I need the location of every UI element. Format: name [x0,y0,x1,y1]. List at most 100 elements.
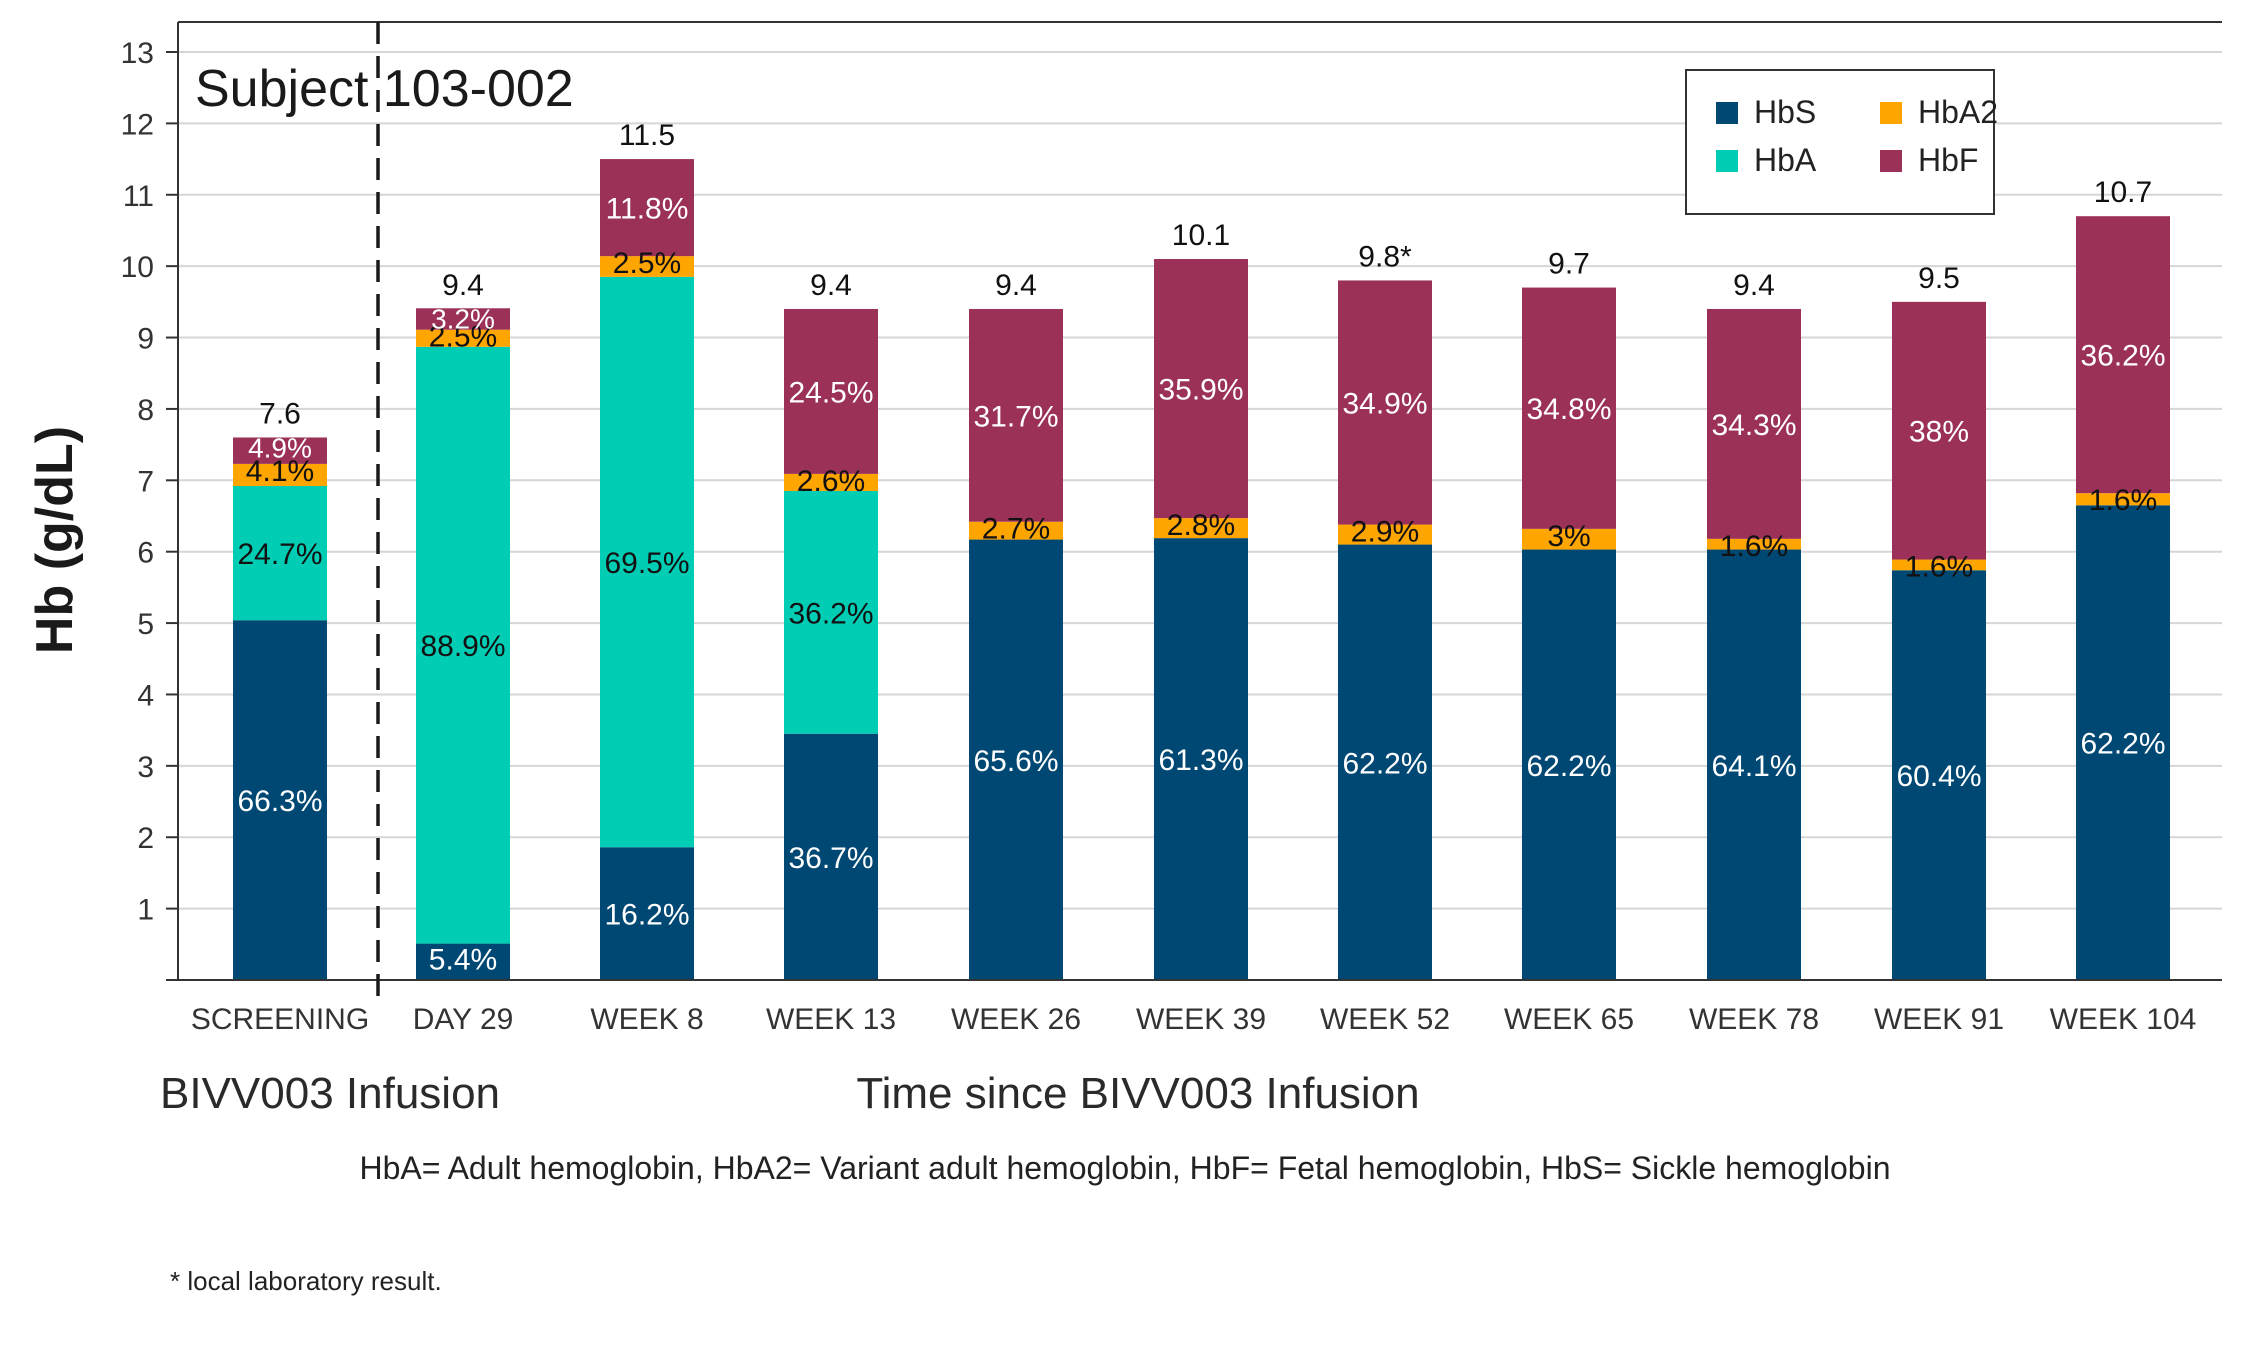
segment-label: 2.5% [429,321,497,354]
legend-box [1685,69,1995,215]
total-label: 9.8* [1358,240,1412,273]
bar-hba2 [969,521,1063,540]
bar-hba2 [2076,493,2170,506]
segment-label: 36.2% [788,597,873,630]
segment-label: 2.7% [982,513,1050,546]
y-tick-label: 8 [137,394,154,427]
legend-swatch-hbf [1880,150,1902,172]
segment-label: 1.6% [2089,484,2157,517]
bar-hbf [1892,301,1986,560]
legend-label-hba: HbA [1754,142,1817,178]
total-label: 10.7 [2094,176,2152,209]
x-axis-title: Time since BIVV003 Infusion [856,1069,1419,1118]
bar-hba2 [233,463,327,487]
segment-label: 88.9% [420,630,505,663]
y-axis-title: Hb (g/dL) [26,426,84,654]
x-tick-label: WEEK 26 [951,1003,1081,1036]
bar-hba2 [1522,528,1616,550]
y-tick-label: 1 [137,894,154,927]
bar-hbs [969,539,1063,980]
y-tick-label: 4 [137,679,154,712]
bar-hba [600,276,694,848]
segment-label: 1.6% [1905,551,1973,584]
bar-hbf [1338,280,1432,525]
bar-hba2 [416,329,510,347]
segment-label: 11.8% [606,193,689,226]
y-tick-label: 7 [137,465,154,498]
bar-hbs [2076,505,2170,980]
bar-hbf [784,308,878,474]
segment-label: 65.6% [973,745,1058,778]
segment-label: 64.1% [1711,750,1796,783]
total-label: 7.6 [259,397,301,430]
x-tick-label: WEEK 65 [1504,1003,1634,1036]
segment-label: 3.2% [431,303,495,334]
total-label: 9.5 [1918,262,1960,295]
bar-hba [416,346,510,944]
bar-hbf [1707,308,1801,539]
total-label: 9.4 [442,269,484,302]
y-tick-label: 13 [121,37,154,70]
bar-hbs [784,733,878,980]
bar-hba [784,491,878,734]
segment-label: 62.2% [1526,750,1611,783]
bar-hbs [1707,549,1801,980]
y-tick-label: 12 [121,108,154,141]
segment-label: 34.3% [1711,409,1796,442]
segment-label: 4.1% [246,455,314,488]
segment-label: 34.8% [1526,393,1611,426]
segment-label: 24.5% [788,376,873,409]
x-tick-label: WEEK 78 [1689,1003,1819,1036]
legend-label-hba2: HbA2 [1918,94,1998,130]
segment-label: 2.8% [1167,509,1235,542]
bar-hbf [1154,259,1248,519]
x-tick-label: WEEK 104 [2050,1003,2197,1036]
segment-label: 4.9% [248,432,312,463]
bar-hbs [1154,538,1248,980]
bar-hbf [416,308,510,330]
segment-label: 31.7% [973,400,1058,433]
y-tick-label: 10 [121,251,154,284]
legend-swatch-hba [1716,150,1738,172]
total-label: 10.1 [1172,219,1230,252]
bar-hbs [1522,549,1616,980]
segment-label: 36.7% [788,842,873,875]
segment-label: 24.7% [237,538,322,571]
bar-hbs [600,847,694,980]
bar-hba2 [784,473,878,492]
segment-label: 3% [1547,520,1590,553]
x-tick-label: WEEK 39 [1136,1003,1266,1036]
total-label: 9.7 [1548,248,1590,281]
bar-hbs [1338,544,1432,980]
legend-label-hbs: HbS [1754,94,1816,130]
segment-label: 62.2% [1342,747,1427,780]
bar-hbs [1892,570,1986,980]
segment-label: 1.6% [1720,530,1788,563]
bar-hba [233,486,327,621]
bar-hbf [600,159,694,257]
bar-hbf [233,437,327,464]
segment-labels: 66.3%24.7%4.1%4.9%7.65.4%88.9%2.5%3.2%9.… [237,119,2165,977]
chart-title: Subject 103-002 [195,60,574,118]
bar-hba2 [1338,524,1432,545]
stacked-bar-chart: 66.3%24.7%4.1%4.9%7.65.4%88.9%2.5%3.2%9.… [26,21,2222,1118]
bar-hbf [2076,216,2170,494]
x-tick-label: WEEK 8 [590,1003,703,1036]
segment-label: 60.4% [1896,760,1981,793]
total-label: 11.5 [619,119,675,152]
y-tick-label: 6 [137,537,154,570]
x-tick-label: WEEK 13 [766,1003,896,1036]
segment-label: 16.2% [604,899,689,932]
y-tick-label: 9 [137,323,154,356]
segment-label: 2.5% [613,247,681,280]
segment-label: 34.9% [1342,387,1427,420]
y-tick-label: 3 [137,751,154,784]
segment-label: 2.6% [797,465,865,498]
x-tick-label: WEEK 91 [1874,1003,2004,1036]
bar-hbf [1522,287,1616,529]
x-tick-label: WEEK 52 [1320,1003,1450,1036]
bar-hba2 [600,256,694,277]
bar-hba2 [1707,538,1801,550]
segment-label: 61.3% [1158,744,1243,777]
